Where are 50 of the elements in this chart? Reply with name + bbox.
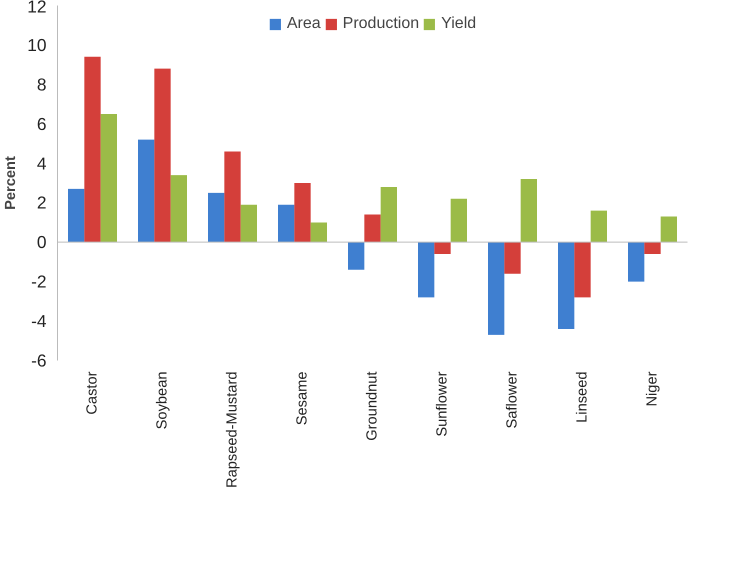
y-tick-label: 2 (36, 192, 47, 213)
bar (488, 242, 504, 335)
bar (628, 242, 644, 282)
bar (310, 222, 327, 242)
x-tick-label: Groundnut (364, 371, 380, 441)
y-axis-title: Percent (3, 156, 20, 210)
bar (278, 204, 294, 242)
x-tick-label: Rapseed-Mustard (224, 371, 240, 488)
bar (660, 216, 677, 242)
bar (504, 242, 521, 274)
legend-label: Yield (441, 15, 476, 33)
y-tick-label: 4 (36, 153, 47, 174)
bar (450, 198, 467, 242)
bar (224, 151, 241, 242)
bar (380, 186, 397, 242)
bar (520, 179, 537, 242)
x-tick-label: Castor (84, 371, 100, 415)
x-tick-label: Soybean (154, 372, 170, 430)
x-tick-label: Niger (644, 371, 660, 407)
legend-label: Area (286, 15, 321, 33)
bar (138, 140, 154, 242)
bar (364, 214, 381, 242)
y-tick-label: -6 (31, 350, 47, 370)
bar (574, 242, 591, 298)
bar (100, 114, 117, 242)
bar (154, 68, 171, 242)
y-tick-label: 0 (36, 232, 47, 252)
bar (170, 175, 187, 242)
y-tick-label: 8 (36, 74, 47, 94)
x-tick-label: Saflower (504, 371, 520, 429)
bar (348, 242, 364, 270)
bar (208, 192, 224, 242)
bar (84, 56, 101, 242)
legend-label: Production (342, 15, 420, 33)
x-tick-label: Sunflower (434, 371, 450, 437)
x-tick-label: Linseed (574, 371, 590, 423)
y-tick-label: -2 (31, 272, 47, 292)
bar (240, 204, 257, 242)
bar (434, 242, 451, 254)
y-tick-label: 6 (36, 114, 47, 134)
bar (558, 242, 574, 329)
bar (68, 188, 84, 242)
bar (590, 210, 607, 242)
y-tick-label: -4 (31, 311, 47, 332)
bar (418, 242, 434, 298)
y-tick-label: 10 (27, 34, 47, 55)
bar (294, 183, 311, 242)
y-tick-label: 12 (27, 0, 47, 16)
x-tick-label: Sesame (294, 371, 310, 426)
bar (644, 242, 661, 254)
